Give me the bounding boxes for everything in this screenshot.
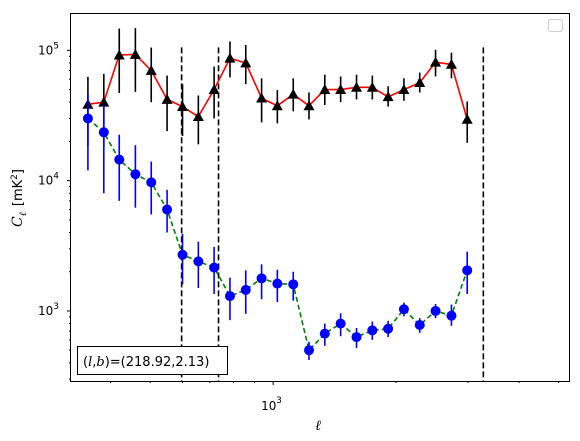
series-1-point-7 xyxy=(177,101,189,111)
series-2-point-1 xyxy=(82,113,93,124)
legend xyxy=(548,19,563,32)
y-axis-label-unit-close: ] xyxy=(11,169,26,174)
series-2-point-8 xyxy=(193,256,204,267)
x-tick-label-exp: 3 xyxy=(276,396,282,406)
series-1-point-21 xyxy=(398,84,410,94)
series-2-point-9 xyxy=(209,262,220,273)
series-2-point-21 xyxy=(398,304,409,315)
y-axis-label: Cℓ [mK2] xyxy=(10,169,29,227)
series-1-point-16 xyxy=(319,84,331,94)
series-2-point-22 xyxy=(414,320,425,331)
series-1-point-3 xyxy=(113,49,125,60)
series-1-point-15 xyxy=(303,100,315,111)
series-1-point-2 xyxy=(98,96,110,107)
series-1-point-9 xyxy=(208,84,220,94)
svg-text:Cℓ[mK2]: Cℓ [mK2] xyxy=(10,169,29,227)
series-2-point-4 xyxy=(130,169,141,180)
series-1-point-17 xyxy=(335,84,347,94)
annotation-value: )=(218.92,2.13) xyxy=(105,355,210,370)
series-1-point-12 xyxy=(256,92,268,103)
series-2-point-20 xyxy=(383,323,394,334)
series-1-point-18 xyxy=(351,81,363,92)
series-2-point-2 xyxy=(98,127,109,138)
plot-area xyxy=(82,28,485,381)
series-2-point-5 xyxy=(146,177,157,188)
annotation-b: b xyxy=(96,355,104,370)
series-1-point-24 xyxy=(445,58,457,69)
series-2-point-6 xyxy=(162,204,173,215)
series-2-point-19 xyxy=(367,325,378,336)
series-2 xyxy=(82,94,473,361)
annotation-prefix: ( xyxy=(83,355,88,370)
y-axis-label-symbol: C xyxy=(10,216,26,227)
series-1-point-5 xyxy=(145,65,157,75)
y-tick-label: 105 xyxy=(38,41,59,57)
series-2-point-18 xyxy=(351,332,362,343)
series-2-point-7 xyxy=(177,249,188,260)
annotation-sep: , xyxy=(92,355,96,370)
series-2-point-12 xyxy=(256,273,267,284)
y-axis-label-subscript: ℓ xyxy=(18,212,29,216)
series-2-point-13 xyxy=(272,278,283,289)
series-2-point-17 xyxy=(335,318,346,329)
legend-box xyxy=(548,19,563,32)
series-1 xyxy=(82,28,473,148)
x-tick-label-1000: 10 3 xyxy=(261,396,282,413)
series-1-point-19 xyxy=(366,81,378,92)
svg-text:(l,b)=(218.92,2.13): (l,b)=(218.92,2.13) xyxy=(83,355,209,370)
series-1-point-25 xyxy=(461,113,473,124)
series-1-point-4 xyxy=(129,48,141,59)
series-1-point-8 xyxy=(192,111,204,122)
series-2-point-24 xyxy=(446,310,457,321)
series-2-point-16 xyxy=(319,328,330,339)
y-tick-label-exp: 3 xyxy=(53,302,59,312)
y-tick-label-base: 10 xyxy=(38,174,53,188)
series-1-point-20 xyxy=(382,91,394,102)
series-2-point-14 xyxy=(288,279,299,290)
series-2-point-15 xyxy=(303,345,314,356)
series-2-point-23 xyxy=(430,305,441,316)
series-2-line xyxy=(87,117,468,352)
coordinate-annotation: (l,b)=(218.92,2.13) xyxy=(77,346,228,375)
y-tick-label-exp: 5 xyxy=(53,41,59,51)
annotation-box xyxy=(77,346,228,375)
y-tick-label-base: 10 xyxy=(38,43,53,57)
y-axis-label-unit: [mK xyxy=(11,179,26,206)
x-tick-label-base: 10 xyxy=(261,399,276,413)
series-2-point-11 xyxy=(240,284,251,295)
series-2-point-25 xyxy=(462,265,473,276)
y-axis-label-unit-sup: 2 xyxy=(10,174,20,180)
series-1-point-23 xyxy=(430,56,442,67)
plot-frame xyxy=(70,13,570,382)
series-2-point-10 xyxy=(224,291,235,302)
y-tick-label: 104 xyxy=(38,172,59,188)
axis-ticks xyxy=(67,49,560,385)
series-1-point-13 xyxy=(271,100,283,111)
series-1-point-11 xyxy=(240,57,252,68)
annotation-l: l xyxy=(88,355,92,370)
series-1-point-6 xyxy=(161,93,173,104)
y-tick-label-base: 10 xyxy=(38,304,53,318)
series-1-point-14 xyxy=(287,88,299,99)
y-tick-label-exp: 4 xyxy=(53,172,59,182)
y-tick-label: 103 xyxy=(38,302,59,318)
series-1-point-22 xyxy=(414,77,426,88)
series-2-point-3 xyxy=(114,154,125,165)
series-1-point-10 xyxy=(224,52,236,63)
x-axis-label: ℓ xyxy=(315,418,321,434)
